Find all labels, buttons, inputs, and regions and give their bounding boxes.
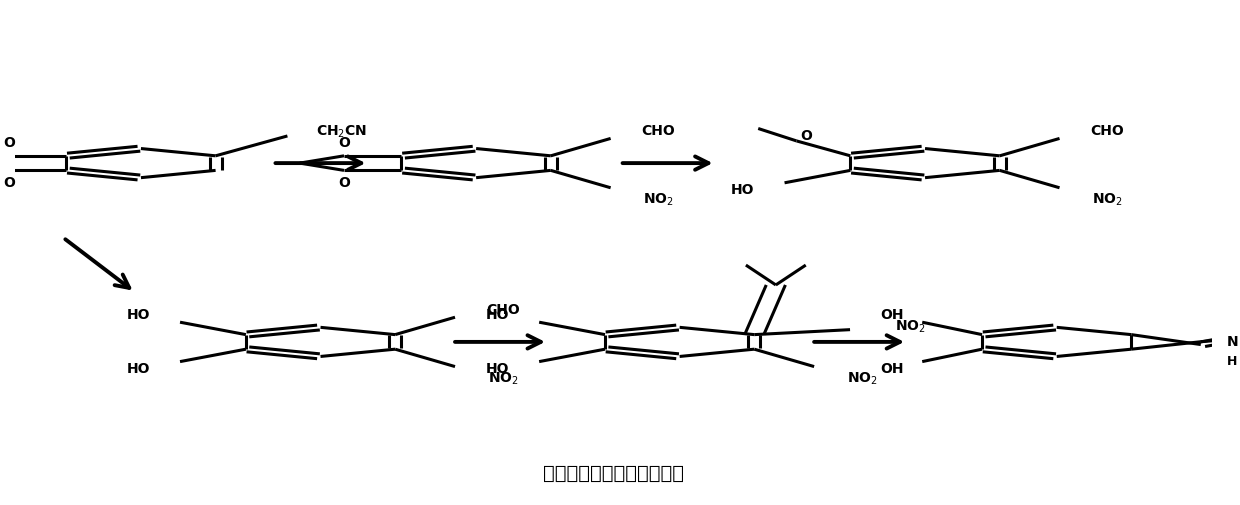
Text: CHO: CHO <box>1090 124 1125 138</box>
Text: NO$_2$: NO$_2$ <box>487 371 518 387</box>
Text: HO: HO <box>486 308 508 322</box>
Text: O: O <box>2 176 15 190</box>
Text: NO$_2$: NO$_2$ <box>644 192 673 209</box>
Text: H: H <box>1228 355 1238 368</box>
Text: N: N <box>1228 335 1239 349</box>
Text: HO: HO <box>126 308 150 322</box>
Text: 以胡椒醛为原料的合成路线: 以胡椒醛为原料的合成路线 <box>543 464 684 483</box>
Text: OH: OH <box>880 308 904 322</box>
Text: HO: HO <box>126 362 150 376</box>
Text: CH$_2$CN: CH$_2$CN <box>316 124 367 140</box>
Text: NO$_2$: NO$_2$ <box>847 371 878 387</box>
Text: HO: HO <box>730 183 754 197</box>
Text: O: O <box>339 176 350 190</box>
Text: O: O <box>339 136 350 150</box>
Text: HO: HO <box>486 362 508 376</box>
Text: O: O <box>2 136 15 150</box>
Text: NO$_2$: NO$_2$ <box>894 319 925 335</box>
Text: NO$_2$: NO$_2$ <box>1092 192 1122 209</box>
Text: OH: OH <box>880 362 904 376</box>
Text: CHO: CHO <box>486 303 520 317</box>
Text: CHO: CHO <box>641 124 676 138</box>
Text: O: O <box>800 129 812 143</box>
